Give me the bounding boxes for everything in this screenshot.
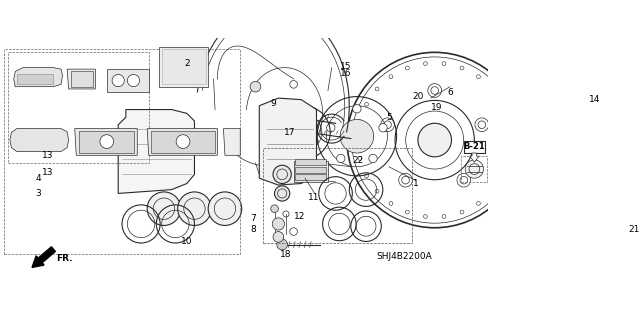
Text: 11: 11 [308, 193, 320, 202]
Bar [463, 141, 485, 153]
Text: 21: 21 [629, 225, 640, 234]
Polygon shape [71, 71, 93, 87]
Polygon shape [107, 69, 148, 92]
Circle shape [100, 135, 114, 148]
Circle shape [353, 105, 361, 113]
Text: 20: 20 [412, 92, 424, 101]
Circle shape [399, 173, 412, 187]
Polygon shape [223, 129, 240, 155]
Text: 14: 14 [589, 95, 600, 104]
FancyArrow shape [470, 153, 479, 162]
Circle shape [457, 173, 470, 187]
FancyArrow shape [32, 247, 56, 267]
Circle shape [291, 160, 296, 166]
Circle shape [340, 119, 374, 153]
Bar [159, 47, 208, 87]
Text: 18: 18 [280, 250, 291, 259]
Text: 4: 4 [35, 174, 41, 183]
Polygon shape [79, 131, 134, 153]
Text: 8: 8 [250, 225, 256, 234]
Polygon shape [10, 129, 68, 152]
Circle shape [272, 218, 284, 230]
Polygon shape [118, 109, 195, 193]
Text: SHJ4B2200A: SHJ4B2200A [376, 252, 432, 261]
Text: 1: 1 [413, 179, 419, 188]
Text: 2: 2 [185, 59, 191, 68]
Circle shape [112, 74, 124, 87]
Circle shape [275, 186, 290, 201]
Circle shape [273, 232, 284, 242]
Polygon shape [75, 129, 137, 155]
Circle shape [418, 123, 451, 157]
Circle shape [305, 129, 313, 136]
Text: 15: 15 [340, 62, 351, 70]
Text: 7: 7 [250, 214, 256, 223]
Circle shape [337, 154, 345, 163]
Bar [295, 167, 326, 173]
Polygon shape [259, 98, 317, 185]
Text: 6: 6 [447, 87, 453, 97]
Circle shape [147, 192, 180, 226]
Text: 13: 13 [42, 167, 53, 177]
Polygon shape [147, 129, 218, 155]
Circle shape [302, 175, 308, 181]
Circle shape [317, 160, 323, 166]
Text: B-21: B-21 [463, 142, 485, 152]
Circle shape [428, 84, 442, 97]
Bar [8, 52, 148, 163]
Circle shape [178, 192, 211, 226]
Circle shape [273, 165, 291, 183]
Circle shape [277, 239, 287, 250]
Circle shape [475, 118, 489, 132]
Circle shape [290, 113, 298, 121]
Circle shape [250, 81, 261, 92]
Polygon shape [13, 68, 63, 87]
Circle shape [381, 118, 394, 132]
Text: 13: 13 [42, 151, 53, 160]
Circle shape [208, 192, 242, 226]
Text: 5: 5 [386, 113, 392, 122]
Bar [263, 148, 412, 243]
Text: 22: 22 [353, 156, 364, 165]
Circle shape [369, 154, 377, 163]
Circle shape [176, 135, 190, 148]
Text: 19: 19 [431, 103, 442, 112]
Bar [295, 159, 326, 165]
Circle shape [271, 205, 278, 212]
Text: 3: 3 [35, 189, 41, 198]
Circle shape [465, 160, 483, 178]
Text: 12: 12 [294, 212, 305, 221]
Text: 16: 16 [340, 69, 351, 78]
Circle shape [379, 123, 387, 132]
Circle shape [326, 123, 335, 132]
Polygon shape [151, 131, 215, 153]
Bar [295, 174, 326, 181]
Text: 9: 9 [270, 99, 276, 108]
Polygon shape [67, 69, 95, 89]
Bar [461, 156, 487, 182]
Text: FR.: FR. [56, 254, 73, 263]
Bar [4, 48, 240, 255]
Circle shape [127, 74, 140, 87]
Bar [162, 49, 206, 85]
Text: 10: 10 [181, 237, 193, 246]
Text: 17: 17 [284, 128, 296, 137]
Bar [294, 161, 328, 182]
Polygon shape [17, 74, 53, 85]
